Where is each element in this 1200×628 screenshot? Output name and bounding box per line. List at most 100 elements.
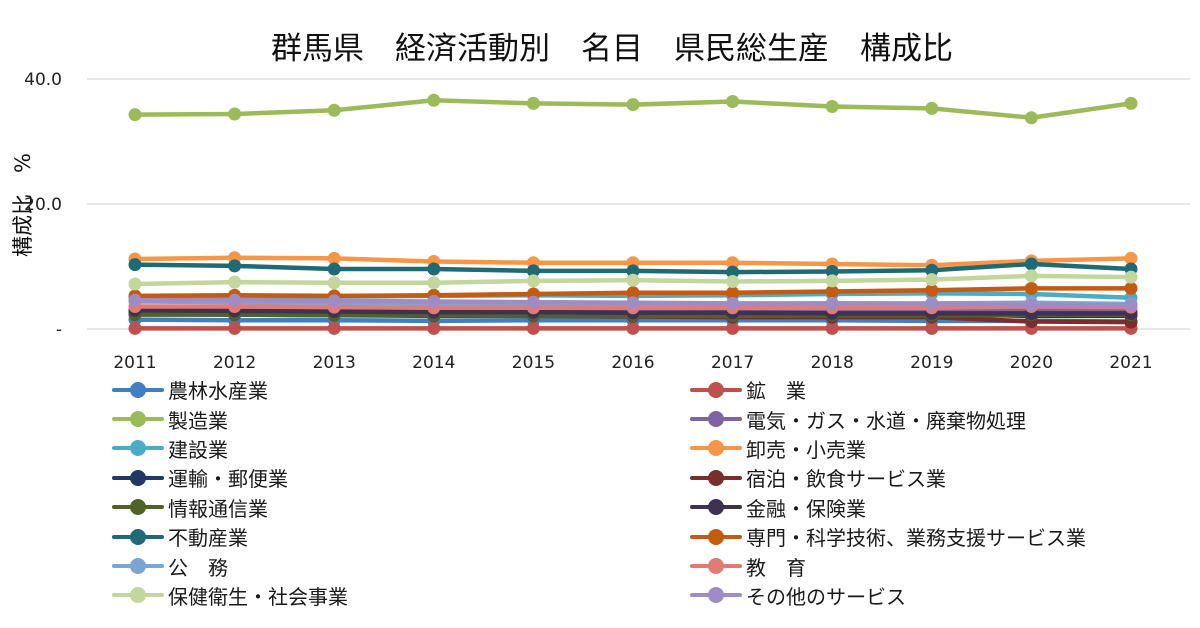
data-point [825, 296, 839, 310]
legend-swatch [112, 556, 164, 576]
legend-label: 卸売・小売業 [746, 437, 866, 462]
legend-item: 運輸・郵便業 [112, 463, 690, 492]
legend-item: 電気・ガス・水道・廃棄物処理 [690, 404, 1132, 433]
x-tick-label: 2016 [611, 353, 654, 373]
legend-label: 電気・ガス・水道・廃棄物処理 [746, 408, 1026, 433]
data-point [228, 293, 242, 307]
data-point [128, 258, 142, 272]
data-point [825, 274, 839, 288]
data-point [526, 321, 540, 335]
data-point [925, 321, 939, 335]
data-point [1124, 96, 1138, 110]
legend-swatch [112, 497, 164, 517]
legend-label: 金融・保険業 [746, 496, 866, 521]
data-point [327, 103, 341, 117]
data-point [726, 296, 740, 310]
legend-item: 公 務 [112, 551, 690, 580]
series-10 [128, 257, 1138, 279]
legend-swatch [690, 556, 742, 576]
data-point [626, 273, 640, 287]
data-point [1124, 270, 1138, 284]
data-point [626, 296, 640, 310]
data-point [1024, 111, 1038, 125]
data-point [925, 101, 939, 115]
legend-swatch [690, 497, 742, 517]
y-tick-label: - [56, 320, 62, 340]
legend-swatch [690, 438, 742, 458]
series-14 [128, 269, 1138, 291]
data-point [1024, 257, 1038, 271]
data-point [1024, 298, 1038, 312]
data-point [825, 321, 839, 335]
legend-label: 運輸・郵便業 [168, 467, 288, 492]
legend-swatch [112, 468, 164, 488]
legend-label: 公 務 [168, 555, 228, 580]
legend-label: 専門・科学技術、業務支援サービス業 [746, 526, 1086, 551]
data-point [228, 321, 242, 335]
data-point [925, 297, 939, 311]
legend-label: 製造業 [168, 408, 228, 433]
data-point [526, 295, 540, 309]
series-2 [128, 93, 1138, 125]
x-tick-label: 2020 [1010, 353, 1053, 373]
legend-item: 卸売・小売業 [690, 434, 1132, 463]
data-point [228, 275, 242, 289]
data-point [128, 293, 142, 307]
data-point [228, 259, 242, 273]
legend: 農林水産業 鉱 業製造業 電気・ガス・水道・廃棄物処理建設業 卸売・小売業運輸・郵便業… [112, 375, 1132, 610]
data-point [726, 286, 740, 300]
data-point [726, 265, 740, 279]
data-point [526, 264, 540, 278]
x-tick-label: 2015 [512, 353, 555, 373]
data-point [128, 108, 142, 122]
data-point [427, 295, 441, 308]
data-point [526, 274, 540, 288]
y-tick-label: 20.0 [24, 195, 62, 215]
data-point [427, 93, 441, 107]
data-point [327, 262, 341, 276]
data-point [825, 265, 839, 278]
data-point [825, 285, 839, 298]
x-tick-label: 2013 [313, 353, 356, 373]
x-tick-label: 2021 [1109, 353, 1152, 373]
x-tick-label: 2018 [811, 353, 854, 373]
data-point [526, 96, 540, 110]
legend-label: 農林水産業 [168, 379, 268, 404]
legend-label: 保健衛生・社会事業 [168, 584, 348, 609]
legend-swatch [690, 409, 742, 429]
x-tick-label: 2019 [910, 353, 953, 373]
legend-item: 情報通信業 [112, 493, 690, 522]
line-chart: 群馬県 経済活動別 名目 県民総生産 構成比 構成比 % - 20.0 40.0 2… [11, 31, 1190, 373]
x-tick-label: 2011 [113, 353, 156, 373]
legend-swatch [690, 527, 742, 547]
data-point [1024, 269, 1038, 283]
data-point [327, 321, 341, 335]
data-point [726, 95, 740, 108]
legend-swatch [690, 585, 742, 605]
data-point [427, 262, 441, 276]
legend-label: その他のサービス [746, 584, 906, 609]
data-point [128, 321, 142, 335]
legend-swatch [112, 585, 164, 605]
chart-title: 群馬県 経済活動別 名目 県民総生産 構成比 [271, 31, 953, 67]
series-1 [128, 321, 1138, 335]
legend-label: 建設業 [168, 437, 228, 462]
legend-item: 不動産業 [112, 522, 690, 551]
legend-swatch [690, 380, 742, 400]
legend-item: 鉱 業 [690, 375, 1132, 404]
data-point [825, 100, 839, 113]
legend-label: 教 育 [746, 555, 806, 580]
legend-item: 農林水産業 [112, 375, 690, 404]
legend-label: 不動産業 [168, 526, 248, 551]
data-point [626, 98, 640, 112]
data-point [1124, 298, 1138, 312]
legend-item: 製造業 [112, 404, 690, 433]
y-axis-label: 構成比 % [11, 153, 35, 257]
legend-item: 宿泊・飲食サービス業 [690, 463, 1132, 492]
data-point [925, 283, 939, 297]
legend-label: 宿泊・飲食サービス業 [746, 467, 946, 492]
data-point [327, 294, 341, 308]
legend-swatch [112, 409, 164, 429]
data-point [726, 256, 740, 270]
data-point [327, 276, 341, 290]
